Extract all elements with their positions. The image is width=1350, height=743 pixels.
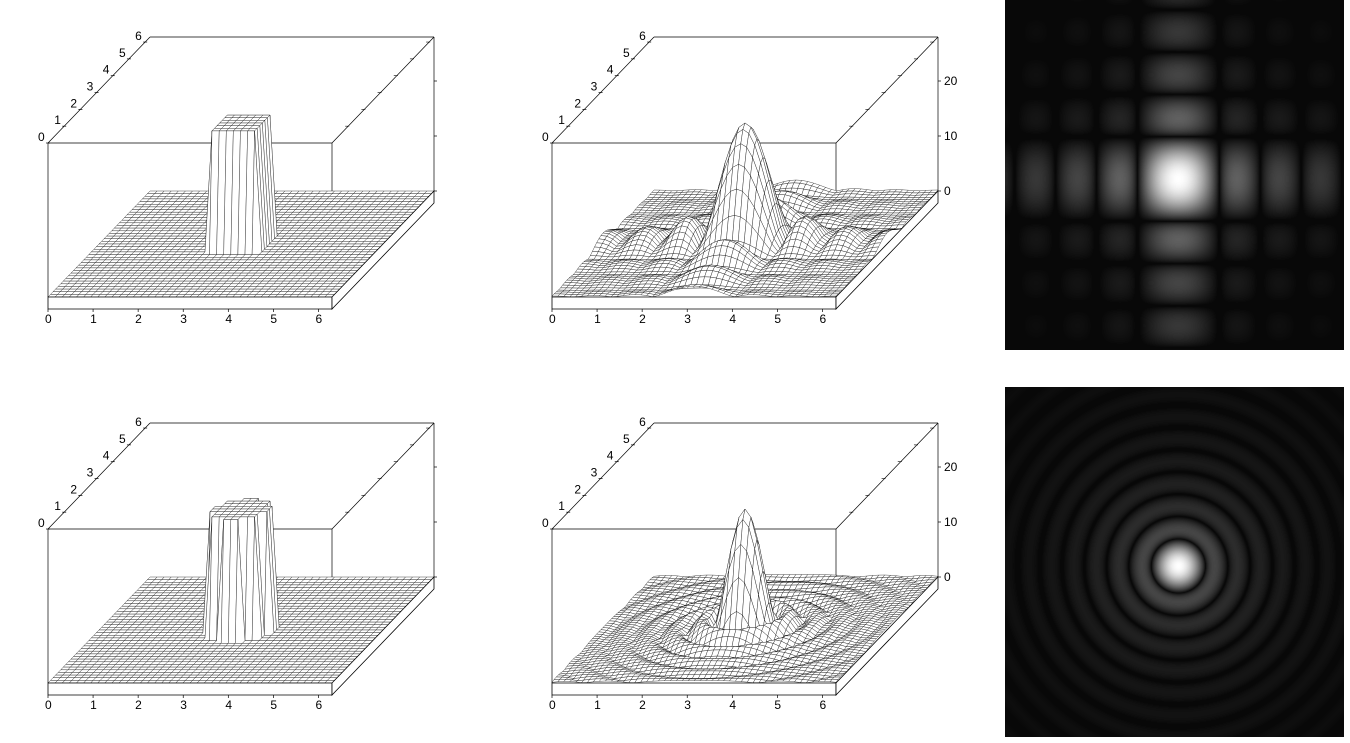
y-tick-label: 6 <box>639 415 646 429</box>
box-top-left-edge <box>47 422 151 530</box>
z-tick-label: 0 <box>944 570 951 584</box>
floor-slab-front <box>47 296 333 310</box>
y-tick-label: 3 <box>591 466 598 480</box>
intensity-image-square-diffraction <box>1005 0 1344 350</box>
y-tick-label: 4 <box>103 449 110 463</box>
box-top-left-edge <box>551 36 655 144</box>
x-tick-label: 6 <box>315 698 322 712</box>
x-tick-label: 1 <box>594 312 601 326</box>
box-top-right-edge <box>835 36 939 144</box>
x-tick-label: 3 <box>180 698 187 712</box>
floor-slab-right <box>331 576 435 696</box>
y-tick-label: 6 <box>135 29 142 43</box>
x-tick-label: 4 <box>225 312 232 326</box>
x-tick-label: 1 <box>594 698 601 712</box>
x-tick-label: 2 <box>639 698 646 712</box>
y-tick-label: 0 <box>38 516 45 530</box>
z-tick-label: 10 <box>944 515 958 529</box>
x-tick-label: 2 <box>135 698 142 712</box>
x-tick-label: 1 <box>90 312 97 326</box>
surface-mesh <box>551 508 939 683</box>
z-tick-label: 0 <box>944 184 951 198</box>
y-tick-label: 1 <box>54 113 61 127</box>
floor-slab-front <box>47 682 333 696</box>
y-tick-label: 1 <box>558 113 565 127</box>
y-tick-label: 2 <box>574 96 581 110</box>
box-top-right-edge <box>835 422 939 530</box>
x-tick-label: 4 <box>225 698 232 712</box>
x-tick-label: 2 <box>639 312 646 326</box>
x-tick-label: 5 <box>270 312 277 326</box>
y-tick-label: 6 <box>135 415 142 429</box>
y-tick-label: 5 <box>623 432 630 446</box>
box-top-left-edge <box>47 36 151 144</box>
floor-slab-right <box>331 190 435 310</box>
z-tick-label: 20 <box>944 74 958 88</box>
y-tick-label: 1 <box>54 499 61 513</box>
x-tick-label: 6 <box>819 698 826 712</box>
x-tick-label: 0 <box>45 312 52 326</box>
x-tick-label: 3 <box>684 312 691 326</box>
y-tick-label: 2 <box>574 482 581 496</box>
y-tick-label: 6 <box>639 29 646 43</box>
y-tick-label: 0 <box>542 516 549 530</box>
x-tick-label: 2 <box>135 312 142 326</box>
z-tick-label: 20 <box>944 460 958 474</box>
x-tick-label: 5 <box>774 312 781 326</box>
x-tick-label: 0 <box>45 698 52 712</box>
intensity-image-airy-rings <box>1005 387 1344 737</box>
y-tick-label: 2 <box>70 482 77 496</box>
x-tick-label: 5 <box>774 698 781 712</box>
y-tick-label: 3 <box>87 80 94 94</box>
y-tick-label: 0 <box>542 130 549 144</box>
box-top-right-edge <box>331 36 435 144</box>
z-tick-label: 10 <box>944 129 958 143</box>
y-tick-label: 3 <box>591 80 598 94</box>
floor-slab-front <box>551 682 837 696</box>
floor-slab-right <box>835 190 939 310</box>
surface-mesh <box>47 497 435 684</box>
y-tick-label: 4 <box>607 449 614 463</box>
y-tick-label: 5 <box>119 432 126 446</box>
y-tick-label: 4 <box>103 63 110 77</box>
floor-slab-front <box>551 296 837 310</box>
x-tick-label: 6 <box>315 312 322 326</box>
box-top-left-edge <box>551 422 655 530</box>
x-tick-label: 3 <box>684 698 691 712</box>
y-tick-label: 5 <box>623 46 630 60</box>
y-tick-label: 4 <box>607 63 614 77</box>
x-tick-label: 6 <box>819 312 826 326</box>
surface-mesh <box>551 122 939 298</box>
surface-mesh <box>47 114 435 298</box>
y-tick-label: 2 <box>70 96 77 110</box>
x-tick-label: 4 <box>729 312 736 326</box>
x-tick-label: 0 <box>549 312 556 326</box>
y-tick-label: 5 <box>119 46 126 60</box>
y-tick-label: 0 <box>38 130 45 144</box>
x-tick-label: 0 <box>549 698 556 712</box>
y-tick-label: 3 <box>87 466 94 480</box>
x-tick-label: 1 <box>90 698 97 712</box>
x-tick-label: 3 <box>180 312 187 326</box>
floor-slab-right <box>835 576 939 696</box>
box-top-right-edge <box>331 422 435 530</box>
x-tick-label: 5 <box>270 698 277 712</box>
y-tick-label: 1 <box>558 499 565 513</box>
x-tick-label: 4 <box>729 698 736 712</box>
